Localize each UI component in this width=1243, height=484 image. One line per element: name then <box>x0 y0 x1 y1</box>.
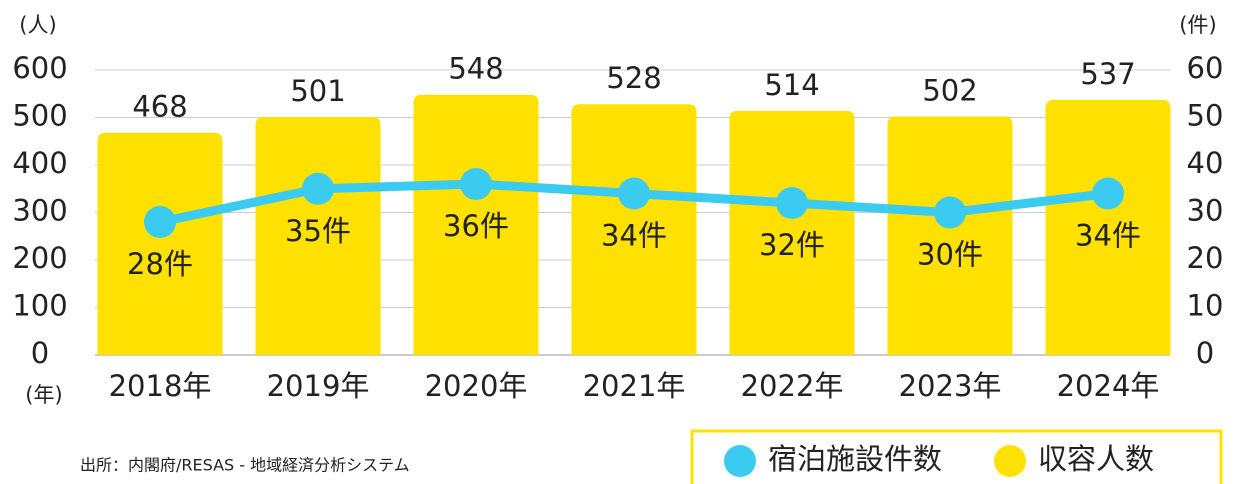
y-tick-label: 300 <box>12 194 67 228</box>
legend-box <box>690 429 1223 484</box>
bar <box>413 94 539 355</box>
y2-tick-label: 30 <box>1187 194 1224 228</box>
x-tick-label: 2023年 <box>899 369 1002 403</box>
x-tick-label: 2020年 <box>425 369 528 403</box>
bar-value-label: 501 <box>290 74 345 108</box>
y2-tick-label: 40 <box>1187 146 1224 180</box>
legend-label: 収容人数 <box>1038 442 1154 476</box>
x-tick-label: 2022年 <box>741 369 844 403</box>
x-tick-label: 2019年 <box>267 369 370 403</box>
bar-value-label: 468 <box>132 90 187 124</box>
line-point <box>776 187 808 219</box>
bar <box>571 104 697 355</box>
legend-label: 宿泊施設件数 <box>768 442 942 476</box>
bar <box>97 132 223 355</box>
y-tick-label: 100 <box>12 289 67 323</box>
bar <box>887 116 1013 355</box>
y2-unit: (件) <box>1179 13 1216 37</box>
legend-swatch <box>994 445 1027 477</box>
x-tick-label: 2018年 <box>109 369 212 403</box>
bar <box>1045 99 1171 355</box>
line-value-label: 34件 <box>601 219 667 253</box>
y-tick-label: 600 <box>12 51 67 85</box>
line-point <box>144 206 176 238</box>
y-tick-label: 200 <box>12 241 67 275</box>
bar-value-label: 502 <box>922 74 977 108</box>
y-tick-label: 400 <box>12 146 67 180</box>
y-unit: (人) <box>19 13 56 37</box>
y-tick-label: 0 <box>31 336 49 370</box>
line-value-label: 34件 <box>1075 219 1141 253</box>
line-point <box>934 196 966 229</box>
bar-value-label: 548 <box>448 52 503 86</box>
source: 出所：内閣府/RESAS - 地域経済分析システム <box>80 456 410 475</box>
line-point <box>302 172 334 205</box>
y2-tick-label: 20 <box>1187 241 1224 275</box>
y2-tick-label: 60 <box>1187 51 1224 85</box>
line-value-label: 32件 <box>759 228 825 262</box>
line-point <box>618 177 650 210</box>
line-value-label: 36件 <box>443 209 509 243</box>
line-value-label: 35件 <box>285 214 351 248</box>
y2-tick-label: 10 <box>1187 289 1224 323</box>
y2-tick-label: 0 <box>1196 336 1214 370</box>
bar-value-label: 528 <box>606 61 661 95</box>
x-unit: (年) <box>25 383 62 407</box>
y-tick-label: 500 <box>12 99 67 133</box>
legend-swatch <box>724 445 756 477</box>
line-value-label: 28件 <box>127 247 193 281</box>
line-point <box>1092 177 1124 210</box>
x-tick-label: 2021年 <box>583 369 686 403</box>
x-tick-label: 2024年 <box>1057 369 1160 403</box>
bar <box>729 110 855 355</box>
line-value-label: 30件 <box>917 238 983 272</box>
line-point <box>460 168 492 200</box>
y2-tick-label: 50 <box>1187 99 1224 133</box>
bar <box>255 117 381 356</box>
bar-value-label: 514 <box>764 68 819 102</box>
bar-value-label: 537 <box>1080 57 1135 91</box>
